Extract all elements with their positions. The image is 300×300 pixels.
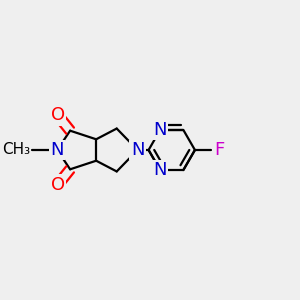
- Text: O: O: [51, 176, 65, 194]
- Text: F: F: [214, 141, 224, 159]
- Text: N: N: [153, 121, 167, 139]
- Text: N: N: [153, 161, 167, 179]
- Text: N: N: [131, 141, 144, 159]
- Text: O: O: [51, 106, 65, 124]
- Text: N: N: [50, 141, 64, 159]
- Text: CH₃: CH₃: [2, 142, 30, 158]
